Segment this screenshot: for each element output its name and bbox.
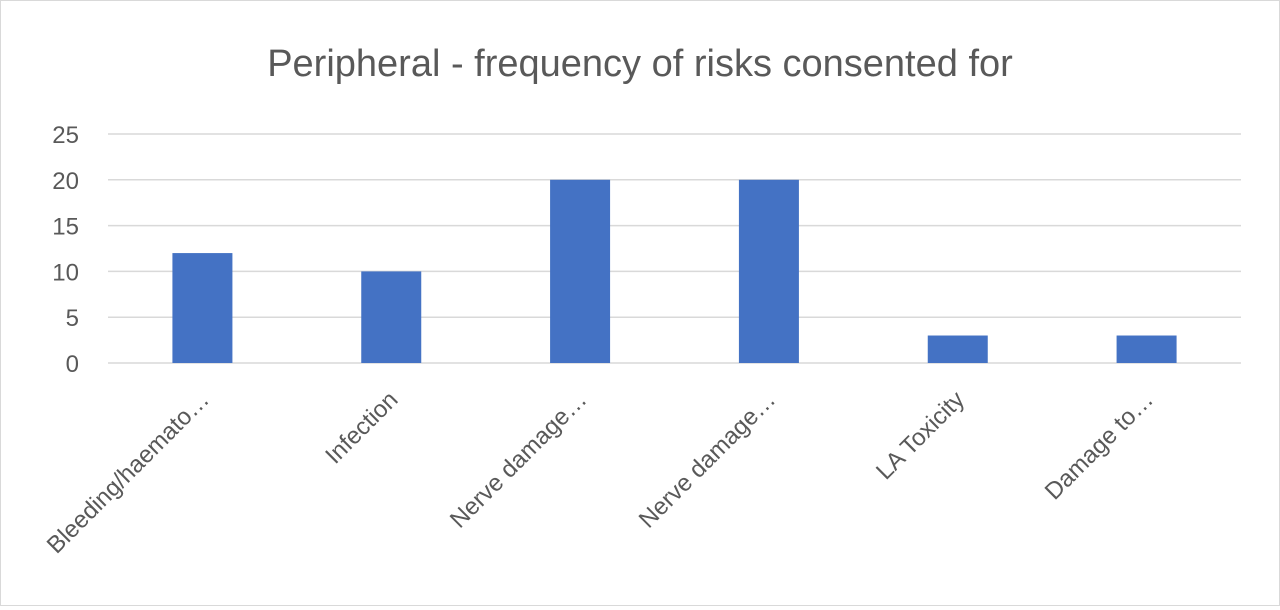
chart-title: Peripheral - frequency of risks consente…: [267, 43, 1013, 85]
x-tick-label: Nerve damage…: [634, 386, 781, 533]
y-tick-label: 0: [66, 351, 79, 378]
y-tick-label: 20: [52, 168, 79, 195]
bar: [172, 253, 233, 363]
x-tick-label: Damage to…: [1040, 386, 1159, 505]
y-tick-label: 10: [52, 259, 79, 286]
x-tick-label: Bleeding/haemato…: [42, 386, 215, 559]
gridlines: [108, 133, 1241, 364]
bars: [172, 179, 1177, 363]
x-tick-label: LA Toxicity: [871, 386, 970, 485]
bar: [550, 179, 611, 363]
bar: [361, 271, 422, 363]
y-axis-ticks: 0 5 10 15 20 25: [52, 122, 79, 378]
y-tick-label: 25: [52, 122, 79, 149]
x-axis-ticks: Bleeding/haemato… Infection Nerve damage… N…: [42, 386, 1159, 559]
bar: [1116, 335, 1177, 363]
y-tick-label: 15: [52, 214, 79, 241]
bar: [738, 179, 799, 363]
y-tick-label: 5: [66, 305, 79, 332]
bar: [927, 335, 988, 363]
x-tick-label: Infection: [320, 386, 403, 469]
x-tick-label: Nerve damage…: [445, 386, 592, 533]
